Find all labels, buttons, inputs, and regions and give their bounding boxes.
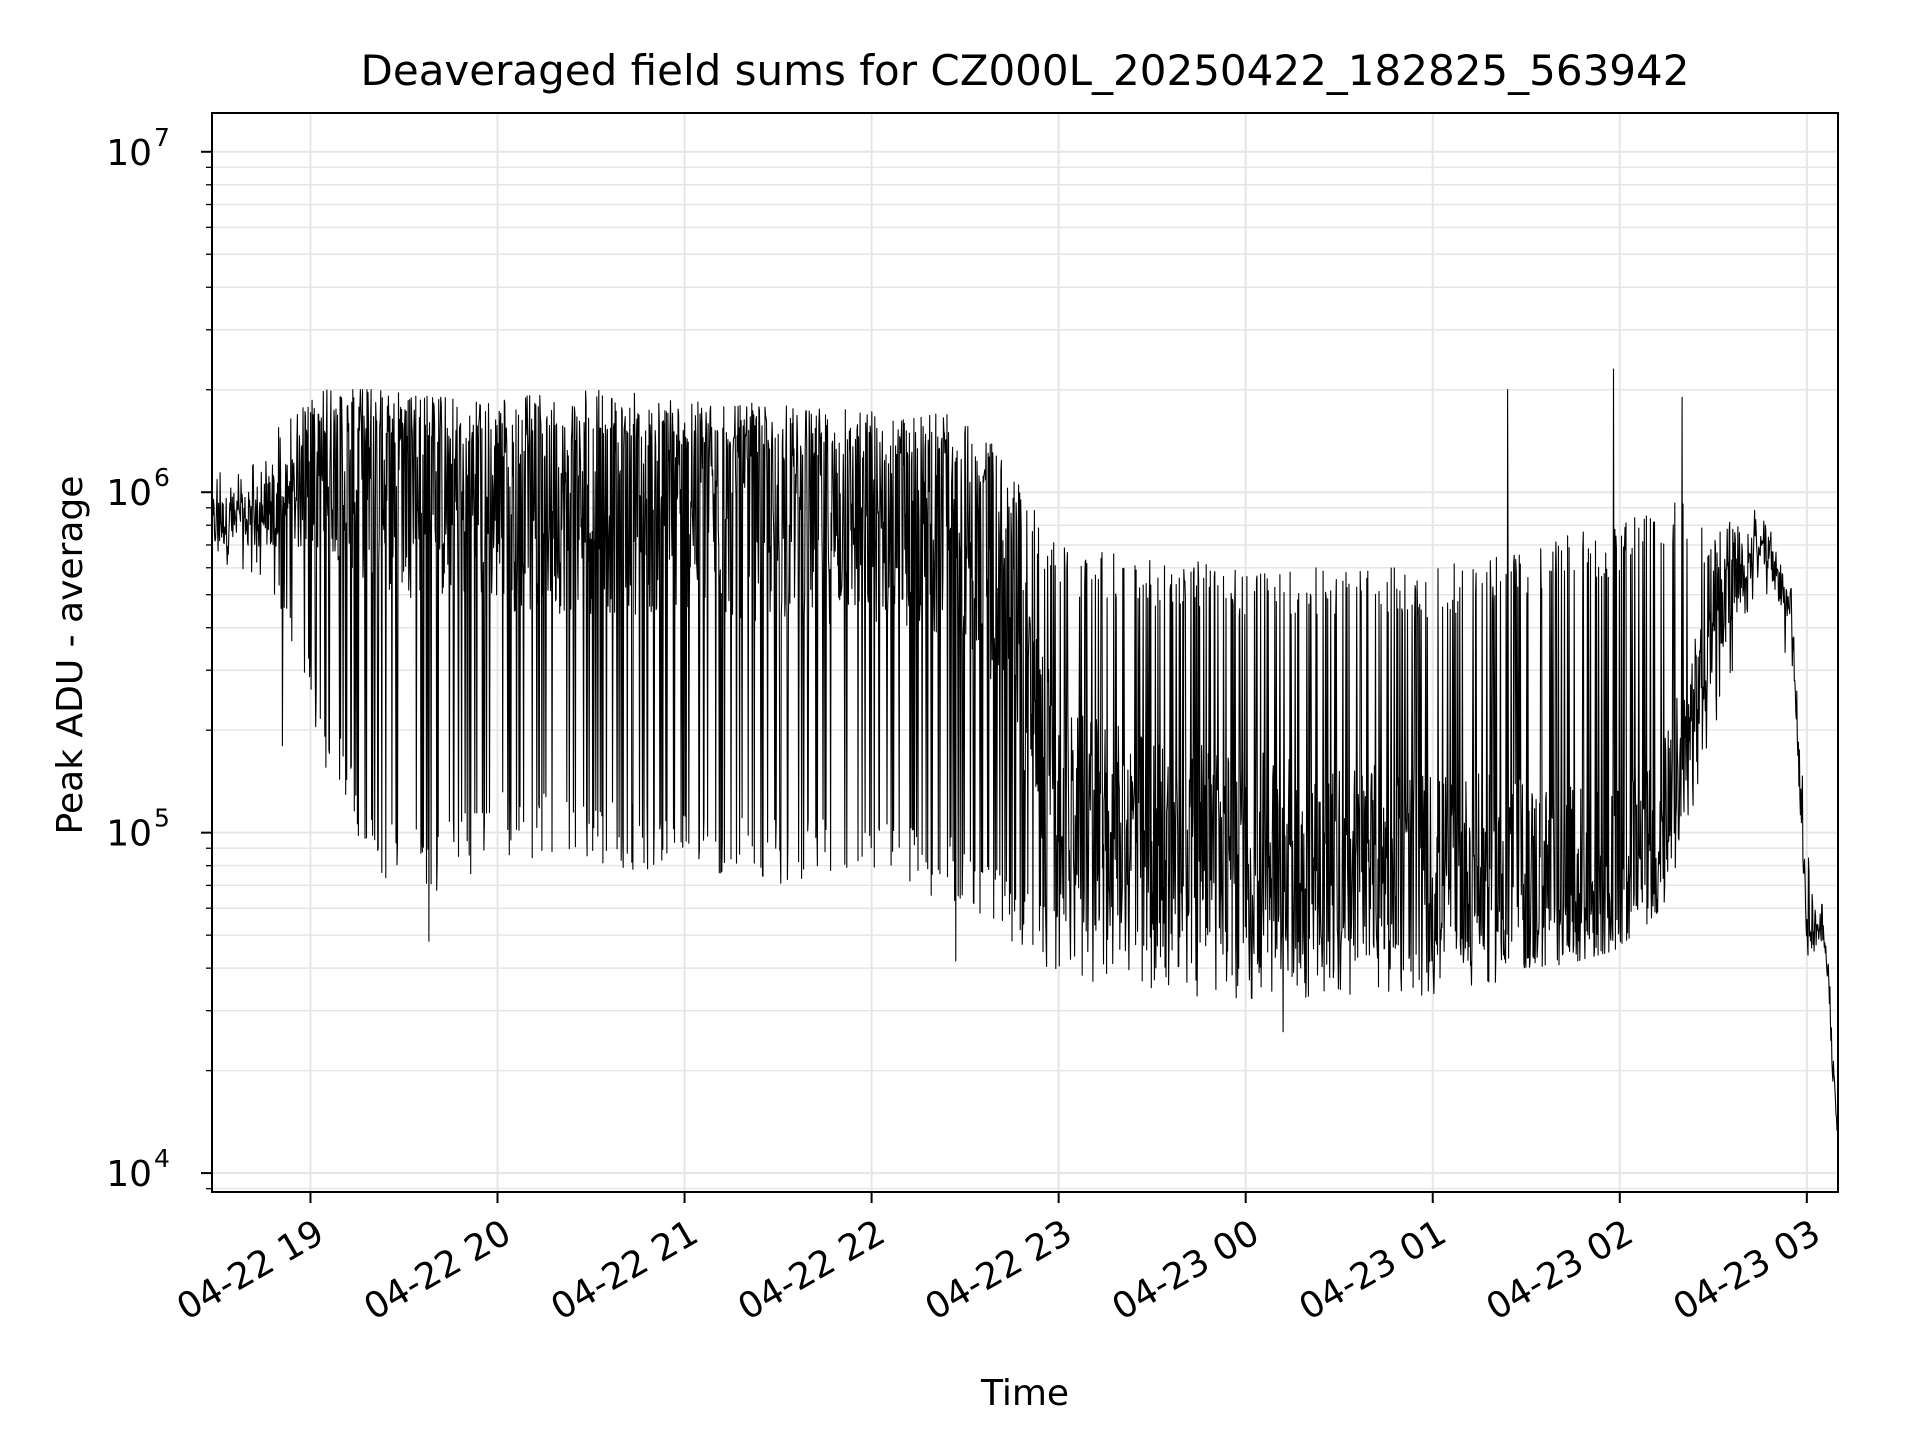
- series-path: [211, 368, 1839, 1135]
- y-tick-exponent: 5: [154, 804, 170, 833]
- y-tick-label: 10: [106, 814, 152, 855]
- x-axis-label: Time: [980, 1373, 1069, 1414]
- y-axis-label: Peak ADU - average: [50, 476, 91, 835]
- y-tick-exponent: 7: [154, 123, 170, 152]
- axes-frame: [211, 112, 1839, 1193]
- series-line: [211, 368, 1839, 1135]
- y-tick-label: 10: [106, 133, 152, 174]
- y-tick-exponent: 6: [154, 463, 170, 492]
- y-tick-label: 10: [106, 473, 152, 514]
- y-tick-label: 10: [106, 1154, 152, 1195]
- y-tick-exponent: 4: [154, 1144, 170, 1173]
- chart-title: Deaveraged field sums for CZ000L_2025042…: [361, 46, 1690, 95]
